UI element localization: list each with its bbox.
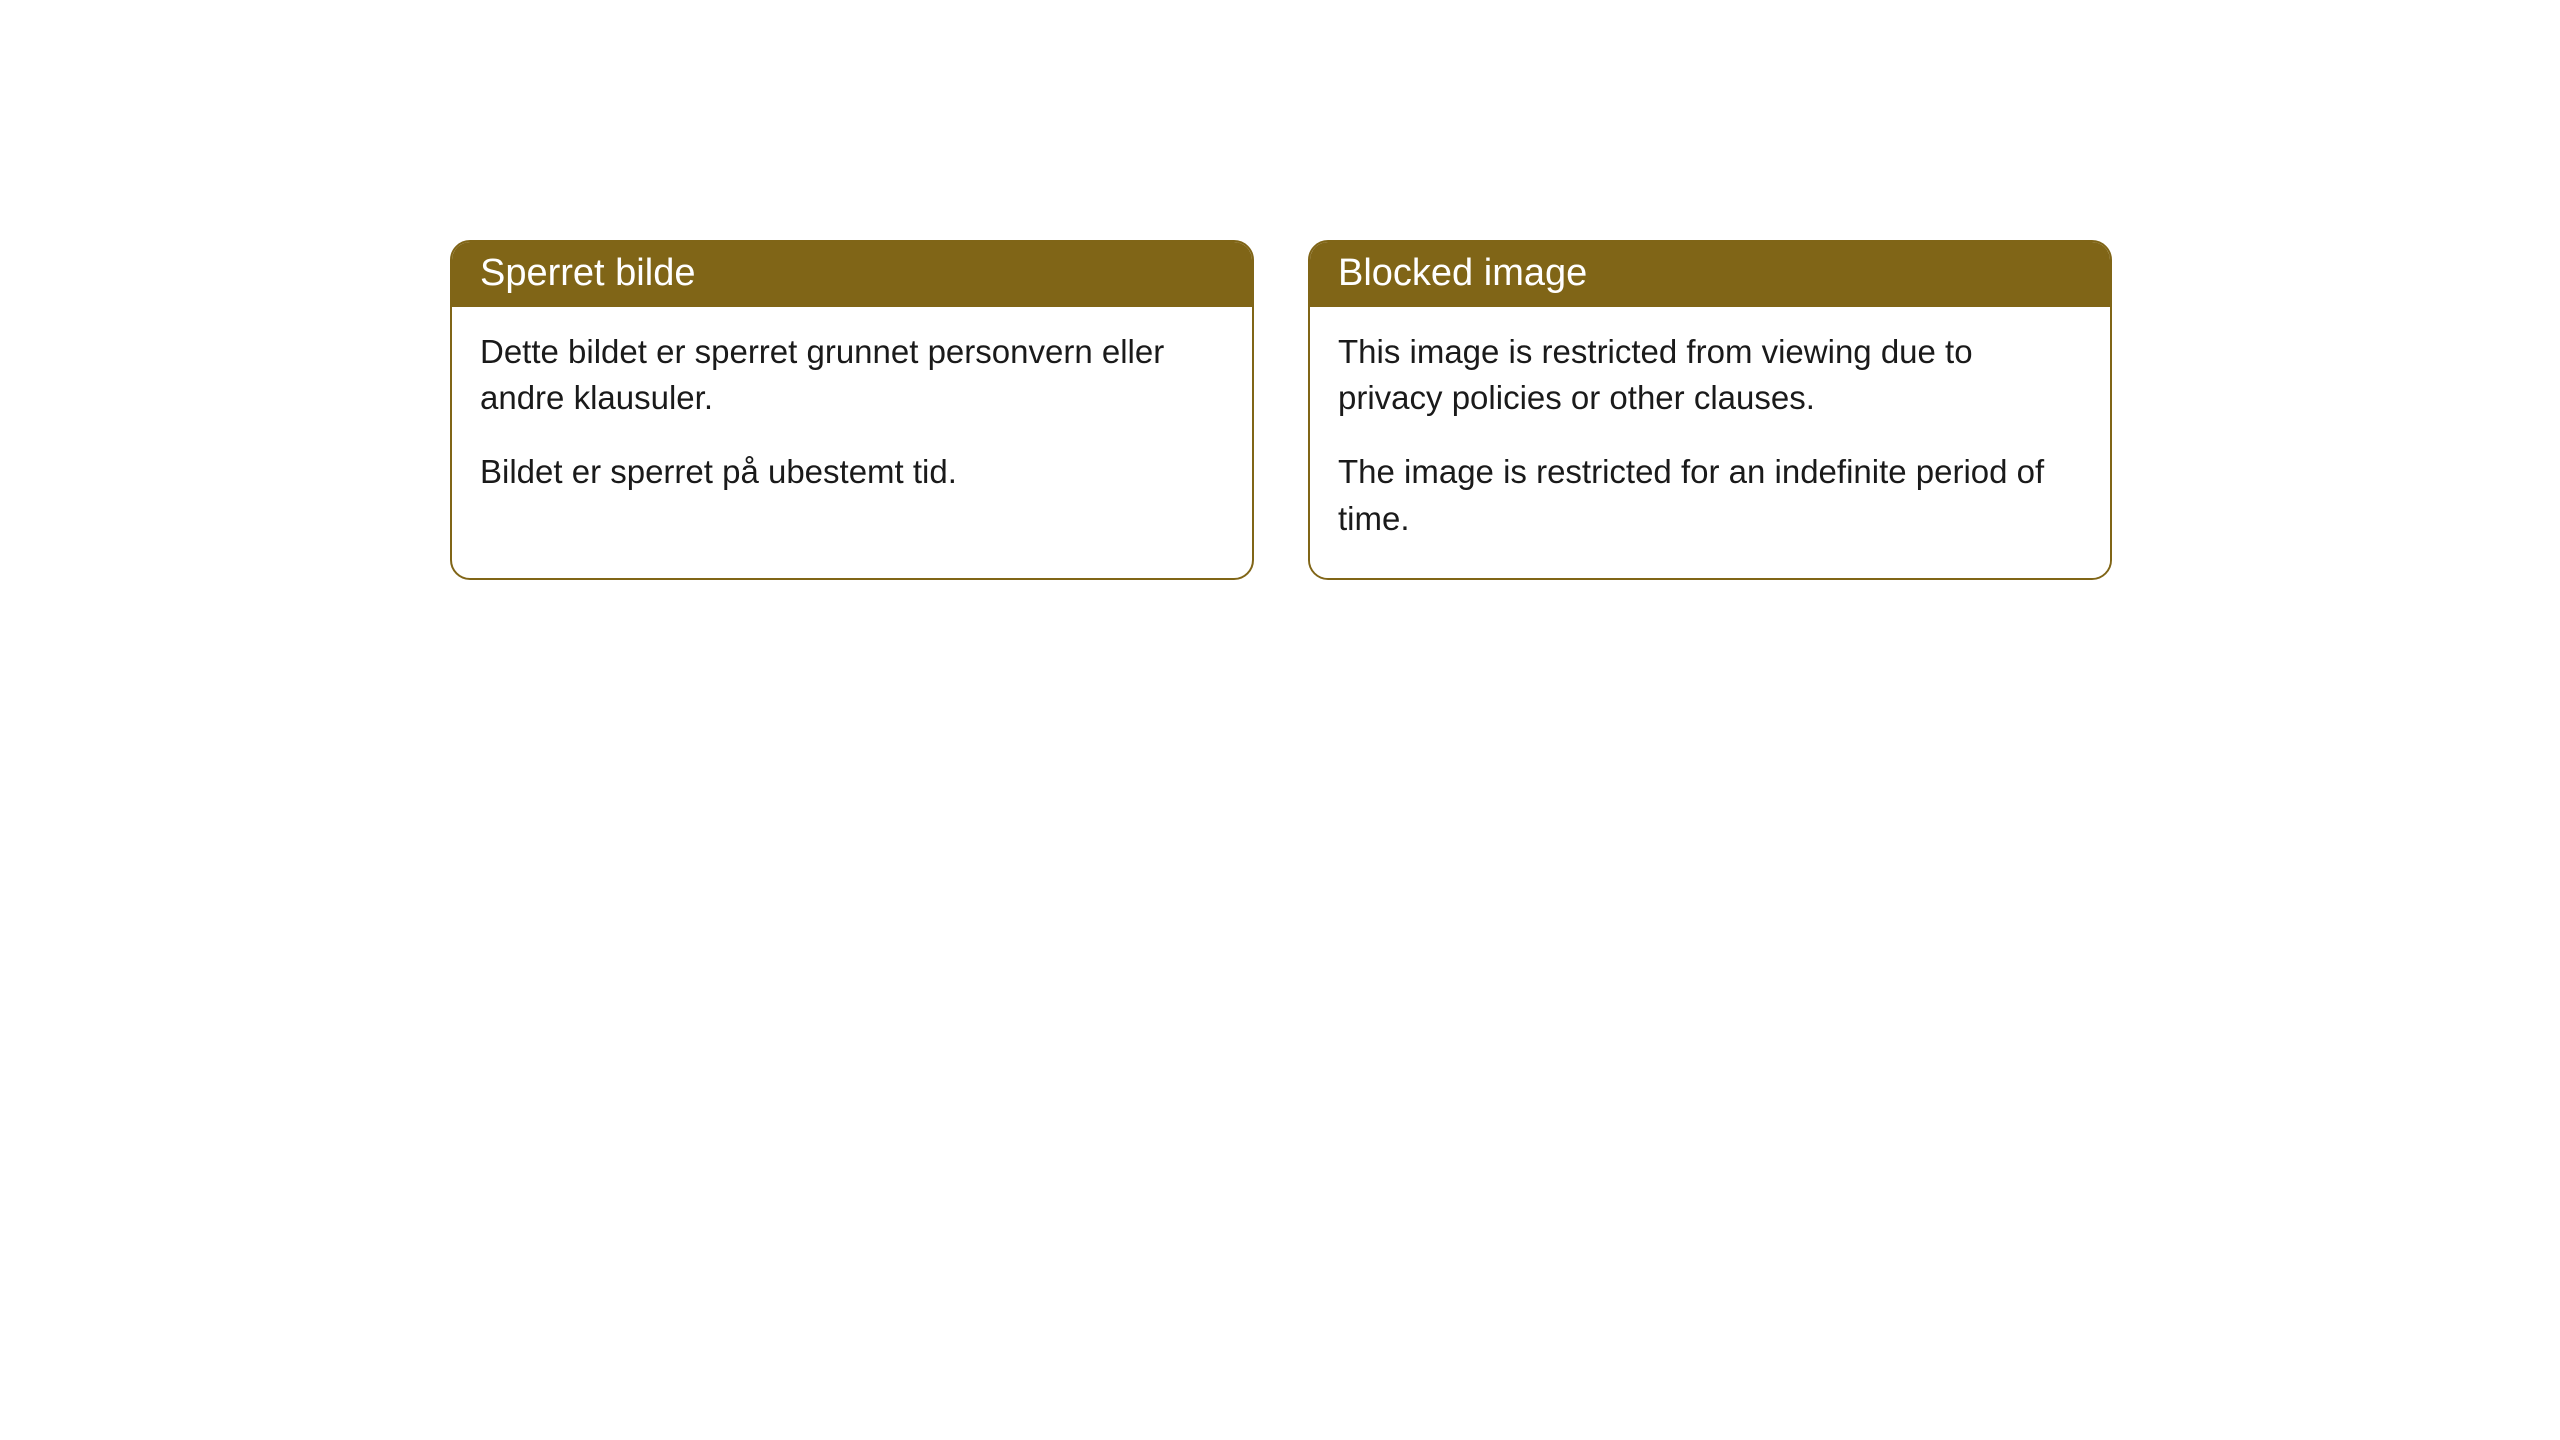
card-body-norwegian: Dette bildet er sperret grunnet personve…: [452, 307, 1252, 532]
card-paragraph-1-english: This image is restricted from viewing du…: [1338, 329, 2082, 421]
card-paragraph-2-norwegian: Bildet er sperret på ubestemt tid.: [480, 449, 1224, 495]
card-paragraph-2-english: The image is restricted for an indefinit…: [1338, 449, 2082, 541]
card-paragraph-1-norwegian: Dette bildet er sperret grunnet personve…: [480, 329, 1224, 421]
card-norwegian: Sperret bilde Dette bildet er sperret gr…: [450, 240, 1254, 580]
card-header-english: Blocked image: [1310, 242, 2110, 307]
card-body-english: This image is restricted from viewing du…: [1310, 307, 2110, 578]
card-english: Blocked image This image is restricted f…: [1308, 240, 2112, 580]
cards-container: Sperret bilde Dette bildet er sperret gr…: [450, 240, 2112, 580]
card-header-norwegian: Sperret bilde: [452, 242, 1252, 307]
